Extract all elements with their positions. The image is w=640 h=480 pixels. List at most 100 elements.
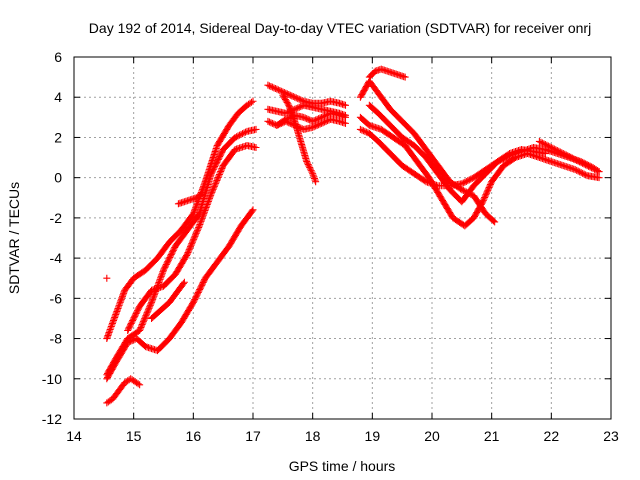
data-point	[544, 142, 552, 150]
data-point	[125, 338, 133, 346]
data-point	[573, 166, 581, 174]
data-point	[118, 292, 126, 300]
data-point	[550, 145, 558, 153]
data-point	[216, 169, 224, 177]
data-point	[558, 149, 566, 157]
data-point	[197, 191, 205, 199]
data-point	[291, 93, 299, 101]
data-point	[498, 155, 506, 163]
series-track-9	[264, 81, 349, 109]
data-point	[313, 121, 321, 129]
data-point	[249, 206, 257, 214]
data-point	[579, 159, 587, 167]
data-point	[116, 300, 124, 308]
data-point	[231, 133, 239, 141]
data-point	[148, 297, 156, 305]
data-point	[303, 158, 311, 166]
y-tick-label: -6	[50, 290, 63, 306]
data-point	[190, 235, 198, 243]
data-point	[574, 157, 582, 165]
series-track-5	[103, 375, 144, 407]
data-point	[117, 295, 125, 303]
data-point	[237, 130, 245, 138]
data-point	[276, 87, 284, 95]
data-point	[309, 123, 317, 131]
data-point	[555, 147, 563, 155]
chart-title: Day 192 of 2014, Sidereal Day-to-day VTE…	[89, 20, 591, 36]
data-point	[582, 161, 590, 169]
data-point	[138, 322, 146, 330]
data-point	[595, 174, 603, 182]
data-point	[138, 321, 146, 329]
data-point	[103, 274, 111, 282]
data-point	[321, 118, 329, 126]
data-point	[537, 138, 545, 146]
data-point	[556, 148, 564, 156]
y-axis-label: SDTVAR / TECUs	[6, 182, 22, 294]
data-point	[586, 163, 594, 171]
data-point	[268, 119, 276, 127]
x-tick-labels: 14 15 16 17 18 19 20 21 22 23	[66, 428, 619, 444]
data-point	[190, 234, 198, 242]
data-point	[362, 128, 370, 136]
data-point	[208, 188, 216, 196]
data-point	[304, 115, 312, 123]
data-point	[547, 144, 555, 151]
data-point	[187, 241, 195, 249]
data-point	[286, 91, 294, 99]
data-point	[571, 166, 579, 174]
data-point	[310, 123, 318, 131]
data-point	[104, 330, 112, 338]
data-point	[591, 165, 599, 173]
data-point	[265, 82, 273, 90]
data-point	[118, 294, 126, 302]
data-point	[319, 113, 327, 121]
data-point	[111, 312, 119, 320]
x-tick-label: 19	[365, 428, 381, 444]
data-point	[571, 156, 579, 164]
data-point	[106, 326, 114, 334]
data-point	[196, 220, 204, 228]
data-point	[141, 315, 149, 323]
data-point	[210, 184, 218, 192]
data-point	[282, 109, 290, 117]
data-point	[307, 167, 315, 175]
data-point	[565, 153, 573, 161]
series-track-3	[103, 206, 257, 383]
data-point	[127, 337, 135, 345]
data-point	[580, 170, 588, 178]
data-point	[562, 151, 570, 159]
x-tick-label: 17	[245, 428, 261, 444]
data-point	[495, 157, 503, 165]
series-track-8	[103, 274, 111, 282]
data-point	[110, 315, 118, 323]
data-point	[188, 240, 196, 248]
data-point	[190, 208, 198, 216]
data-point	[310, 117, 318, 125]
data-point	[108, 321, 116, 329]
data-point	[292, 94, 300, 102]
data-point	[573, 156, 581, 164]
data-point	[156, 277, 164, 285]
data-point	[248, 207, 256, 215]
data-point	[215, 172, 223, 180]
data-point	[109, 318, 117, 326]
data-point	[574, 167, 582, 175]
data-point	[209, 185, 217, 193]
data-point	[200, 208, 208, 216]
data-point	[201, 207, 209, 215]
data-point	[108, 319, 116, 327]
data-point	[213, 176, 221, 184]
y-tick-label: -10	[42, 371, 62, 387]
data-point	[553, 147, 561, 155]
series-track-4	[124, 141, 260, 335]
data-point	[577, 169, 585, 177]
data-point	[111, 313, 119, 321]
data-point	[303, 115, 311, 123]
data-point	[207, 190, 215, 198]
y-tick-label: 2	[54, 129, 62, 145]
data-point	[196, 219, 204, 227]
data-point	[582, 171, 590, 179]
data-point	[309, 170, 317, 178]
